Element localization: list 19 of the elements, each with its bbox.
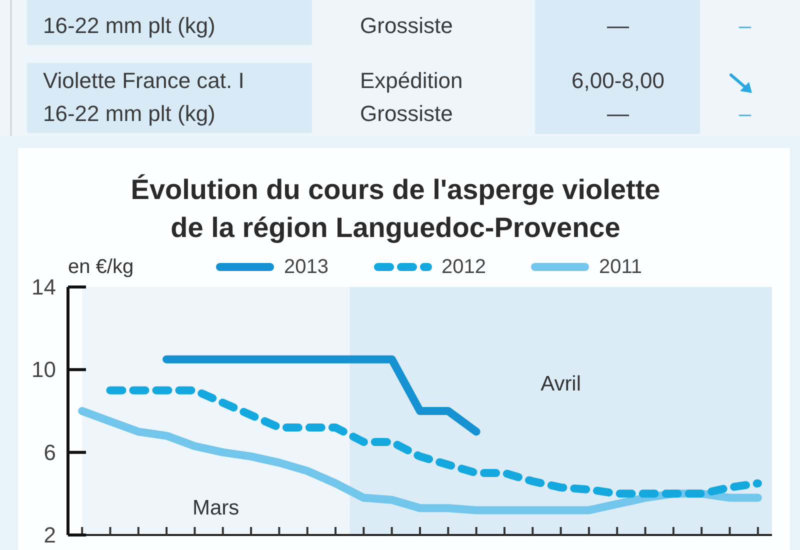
y-tick-label: 6 — [44, 440, 56, 465]
text: – — [738, 101, 752, 126]
text: Expédition Grossiste — [360, 68, 463, 126]
legend-label: 2012 — [442, 256, 486, 278]
y-tick-label: 2 — [44, 522, 56, 548]
legend-label: 2011 — [599, 256, 642, 278]
y-tick-label: 10 — [32, 357, 56, 382]
text: – — [738, 13, 752, 38]
text: Violette France cat. I 16-22 mm plt (kg) — [43, 68, 244, 126]
y-axis-title: en €/kg — [68, 256, 134, 278]
text: 16-22 mm plt (kg) — [43, 13, 216, 38]
annotation: Avril — [540, 372, 582, 396]
text: Grossiste — [360, 13, 453, 38]
annotation: Mars — [192, 496, 240, 520]
y-tick-label: 14 — [32, 274, 56, 300]
text: — — [607, 13, 629, 38]
chart-title: Évolution du cours de l'asperge violette de la région Languedoc-Provence — [130, 174, 660, 243]
legend-label: 2013 — [284, 256, 328, 278]
text: 6,00-8,00 — — [572, 68, 664, 126]
